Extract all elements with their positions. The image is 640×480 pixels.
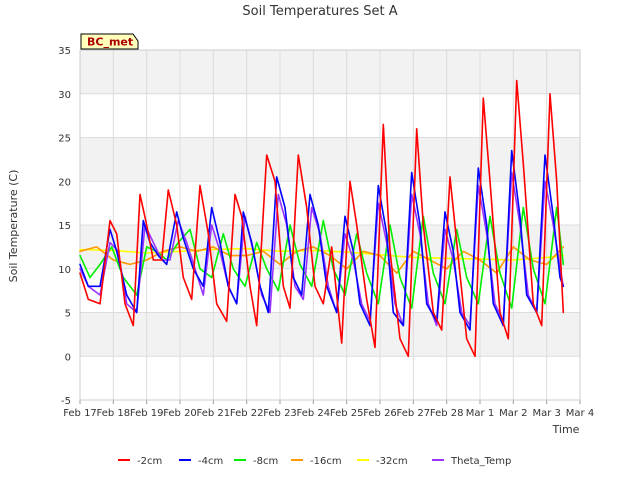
x-tick-label: Feb 25	[330, 408, 364, 419]
y-tick-label: 5	[65, 309, 71, 320]
plot-frame	[79, 49, 581, 401]
y-tick-label: 0	[65, 352, 71, 363]
x-tick-label: Feb 26	[363, 408, 397, 419]
legend: -2cm -4cm -8cm -16cm -32cm Theta_Temp	[118, 456, 511, 467]
x-tick-label: Feb 21	[197, 408, 231, 419]
legend-label: -2cm	[137, 456, 162, 467]
plot-band	[80, 181, 580, 225]
x-axis-label: Time	[552, 423, 580, 436]
y-tick-label: -5	[61, 396, 71, 407]
y-tick-label: 20	[58, 177, 71, 188]
legend-label: Theta_Temp	[450, 456, 511, 467]
x-tick-label: Feb 19	[130, 408, 164, 419]
legend-label: -4cm	[198, 456, 223, 467]
plot-band	[80, 137, 580, 182]
x-tick-label: Feb 17	[63, 408, 97, 419]
x-tick-label: Feb 20	[163, 408, 197, 419]
plot-band	[80, 93, 580, 138]
plot-band	[80, 50, 580, 94]
x-tick-label: Feb 22	[230, 408, 264, 419]
chart-title: Soil Temperatures Set A	[242, 4, 397, 19]
annotation-box	[80, 33, 139, 50]
x-tick-label: Mar 4	[566, 408, 594, 419]
series-line--8cm	[79, 206, 565, 309]
legend-label: -8cm	[253, 456, 278, 467]
legend-label: -32cm	[376, 456, 408, 467]
x-tick-label: Feb 24	[297, 408, 331, 419]
y-tick-label: 25	[58, 134, 71, 145]
annotation-label: BC_met	[87, 36, 133, 49]
x-tick-label: Mar 2	[499, 408, 527, 419]
y-tick-label: 35	[58, 46, 71, 57]
series-line--2cm	[79, 79, 565, 358]
series-line--4cm	[79, 149, 565, 331]
x-tick-label: Feb 28	[430, 408, 464, 419]
y-axis-label: Soil Temperature (C)	[7, 170, 20, 283]
x-tick-label: Feb 23	[263, 408, 297, 419]
plot-band	[80, 356, 580, 400]
x-tick-label: Mar 3	[532, 408, 560, 419]
y-tick-label: 10	[58, 265, 71, 276]
x-tick-label: Mar 1	[466, 408, 494, 419]
x-tick-label: Feb 18	[97, 408, 131, 419]
y-tick-label: 15	[58, 221, 71, 232]
legend-label: -16cm	[310, 456, 342, 467]
y-tick-label: 30	[58, 90, 71, 101]
x-tick-label: Feb 27	[397, 408, 431, 419]
plot-band	[80, 312, 580, 357]
